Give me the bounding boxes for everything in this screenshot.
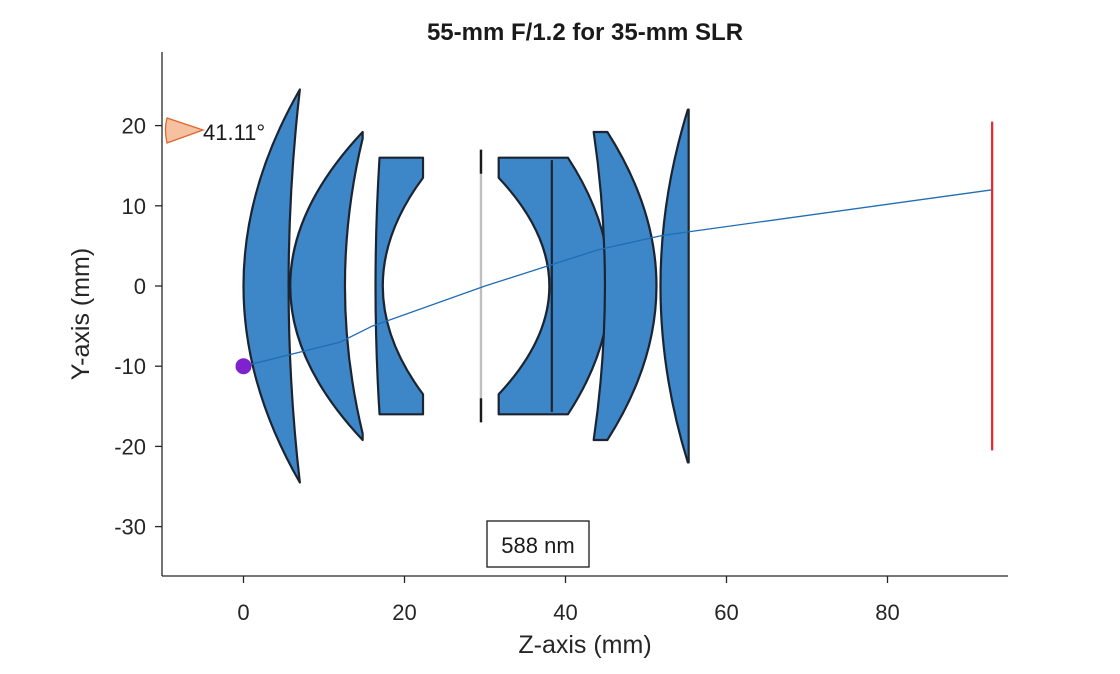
x-axis-ticks: 0 20 40 60 80 xyxy=(237,576,900,625)
y-axis-ticks: 20 10 0 -10 -20 -30 xyxy=(114,114,162,540)
y-tick-label: -10 xyxy=(114,354,146,379)
object-and-image xyxy=(235,121,994,451)
x-tick-label: 40 xyxy=(553,600,577,625)
x-tick-label: 80 xyxy=(875,600,899,625)
lens-6 xyxy=(659,108,690,464)
lens-1 xyxy=(242,88,301,484)
field-angle-marker xyxy=(164,117,205,144)
y-tick-label: -30 xyxy=(114,515,146,540)
wavelength-box xyxy=(486,520,590,568)
x-tick-label: 0 xyxy=(237,600,249,625)
lens-2 xyxy=(289,130,364,442)
lens-4 xyxy=(497,156,611,416)
lens-elements xyxy=(242,88,690,484)
ray-trace xyxy=(243,189,993,367)
field-angle-label: 41.11° xyxy=(203,120,265,145)
x-axis-label: Z-axis (mm) xyxy=(518,631,651,659)
object-point xyxy=(235,358,252,375)
y-axis-label: Y-axis (mm) xyxy=(67,248,95,380)
x-tick-label: 60 xyxy=(714,600,738,625)
lens-5 xyxy=(592,130,658,442)
wavelength-label: 588 nm xyxy=(501,533,574,558)
chief-ray xyxy=(243,189,993,367)
y-tick-label: 20 xyxy=(122,114,146,139)
x-tick-label: 20 xyxy=(392,600,416,625)
y-tick-label: 0 xyxy=(134,274,146,299)
y-tick-label: 10 xyxy=(122,194,146,219)
chart-title: 55-mm F/1.2 for 35-mm SLR xyxy=(427,19,743,46)
lens-3 xyxy=(374,156,425,416)
y-tick-label: -20 xyxy=(114,434,146,459)
